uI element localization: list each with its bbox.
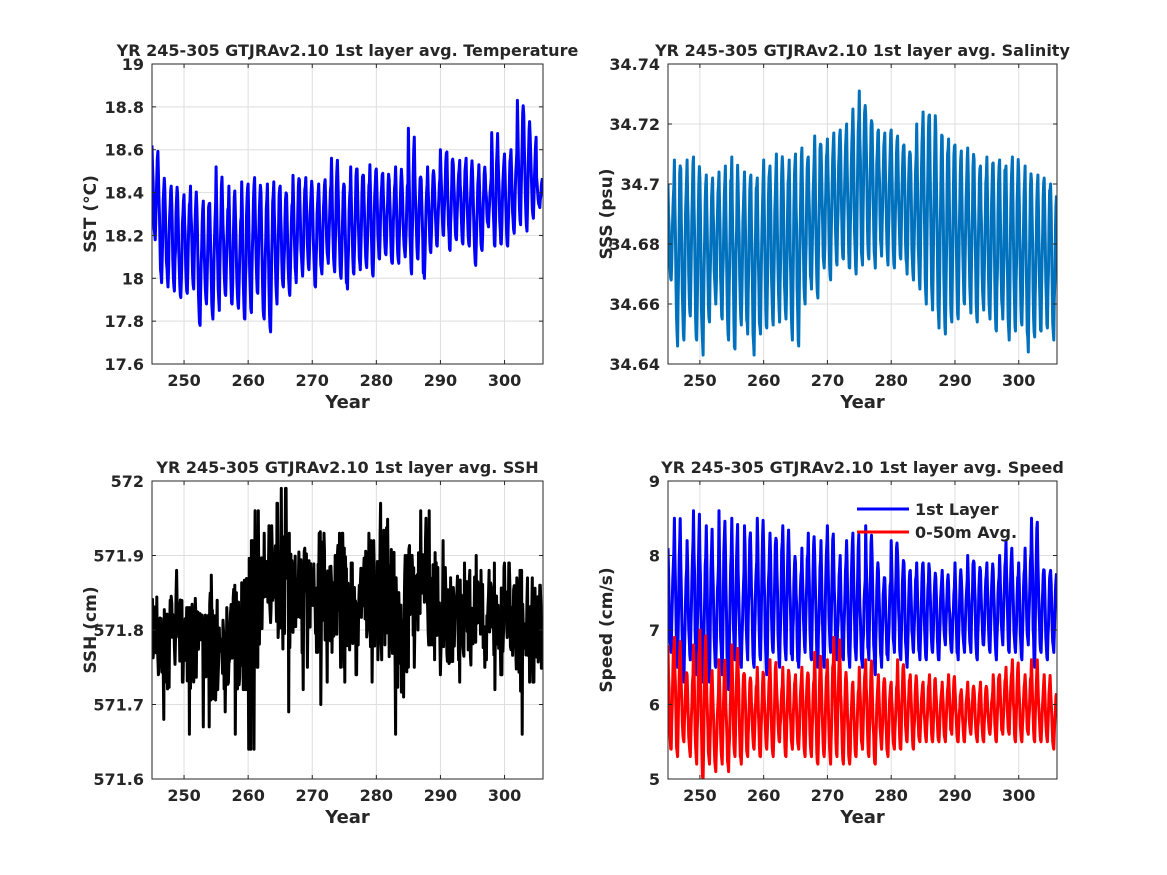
y-tick-label: 5 <box>649 770 660 789</box>
x-tick-label: 300 <box>488 786 521 805</box>
y-axis-label: SST (°C) <box>81 175 101 253</box>
y-tick-label: 34.64 <box>609 355 660 374</box>
chart-title: YR 245-305 GTJRAv2.10 1st layer avg. Tem… <box>116 41 579 60</box>
subplot-2: 250 260 270 280 290 300 34.64 34.66 34.68 34.7 34.… <box>597 41 1070 413</box>
y-tick-label: 571.9 <box>93 547 144 566</box>
subplot-4: 250 260 270 280 290 300 5 6 7 8 9YR 245-305 GTJRAv… <box>597 458 1064 828</box>
y-tick-label: 9 <box>649 472 660 491</box>
subplot-3: 250 260 270 280 290 300 571.6 571.7 571.8 571.9 57… <box>81 458 544 828</box>
y-tick-label: 18 <box>122 269 144 288</box>
y-tick-label: 571.8 <box>93 621 144 640</box>
x-tick-label: 250 <box>167 371 200 390</box>
series-line-1 <box>668 89 1057 357</box>
y-tick-label: 7 <box>649 621 660 640</box>
series-line-1 <box>668 509 1057 692</box>
y-axis-label: SSS (psu) <box>597 168 617 259</box>
x-tick-label: 280 <box>874 786 907 805</box>
y-tick-label: 571.6 <box>93 770 144 789</box>
legend-entry: 1st Layer <box>915 500 999 519</box>
x-tick-label: 250 <box>167 786 200 805</box>
y-axis-label: Speed (cm/s) <box>597 567 617 692</box>
x-axis-label: Year <box>839 807 885 828</box>
y-tick-label: 572 <box>111 472 144 491</box>
x-tick-label: 290 <box>424 786 457 805</box>
axes-box <box>667 63 1058 365</box>
y-tick-label: 19 <box>122 55 144 74</box>
y-tick-label: 8 <box>649 547 660 566</box>
x-tick-label: 290 <box>938 786 971 805</box>
y-tick-label: 18.2 <box>105 226 144 245</box>
y-tick-label: 571.7 <box>93 696 144 715</box>
x-tick-label: 260 <box>231 786 264 805</box>
legend: 1st Layer 0-50m Avg. <box>857 500 1017 542</box>
x-tick-label: 300 <box>1002 371 1035 390</box>
x-tick-label: 270 <box>811 371 844 390</box>
x-tick-label: 250 <box>683 786 716 805</box>
chart-title: YR 245-305 GTJRAv2.10 1st layer avg. Sal… <box>654 41 1070 60</box>
y-tick-label: 34.72 <box>609 115 660 134</box>
x-tick-label: 250 <box>683 371 716 390</box>
x-axis-label: Year <box>324 807 370 828</box>
y-tick-label: 17.6 <box>105 355 144 374</box>
x-tick-label: 300 <box>488 371 521 390</box>
x-axis-label: Year <box>839 392 885 413</box>
series-line-1 <box>152 98 543 334</box>
x-tick-label: 290 <box>938 371 971 390</box>
x-tick-label: 300 <box>1002 786 1035 805</box>
y-tick-label: 18.6 <box>105 141 144 160</box>
x-tick-label: 270 <box>296 371 329 390</box>
x-tick-label: 280 <box>360 786 393 805</box>
chart-title: YR 245-305 GTJRAv2.10 1st layer avg. Spe… <box>660 458 1064 477</box>
x-tick-label: 260 <box>747 371 780 390</box>
y-tick-label: 17.8 <box>105 312 144 331</box>
chart-title: YR 245-305 GTJRAv2.10 1st layer avg. SSH <box>155 458 538 477</box>
x-tick-label: 270 <box>296 786 329 805</box>
x-tick-label: 280 <box>360 371 393 390</box>
x-tick-label: 290 <box>424 371 457 390</box>
y-tick-label: 34.74 <box>609 55 660 74</box>
x-axis-label: Year <box>324 392 370 413</box>
y-axis-label: SSH (cm) <box>81 586 101 673</box>
legend-entry: 0-50m Avg. <box>915 523 1017 542</box>
x-tick-label: 270 <box>811 786 844 805</box>
series-line-1 <box>152 486 543 751</box>
axes-box <box>151 63 544 365</box>
y-tick-label: 18.4 <box>105 184 144 203</box>
y-tick-label: 6 <box>649 696 660 715</box>
x-tick-label: 280 <box>874 371 907 390</box>
y-tick-label: 18.8 <box>105 98 144 117</box>
y-tick-label: 34.66 <box>609 295 660 314</box>
x-tick-label: 260 <box>231 371 264 390</box>
series-line-2 <box>668 628 1057 779</box>
subplot-1: 250 260 270 280 290 300 17.6 17.8 18 18.2 18.4 18.6… <box>81 41 578 413</box>
y-tick-label: 34.7 <box>621 175 660 194</box>
x-tick-label: 260 <box>747 786 780 805</box>
y-tick-label: 34.68 <box>609 235 660 254</box>
